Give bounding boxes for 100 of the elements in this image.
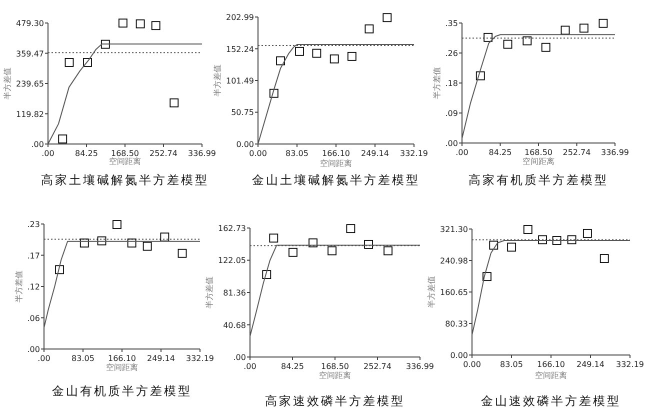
text: 高家有机质半方差模型 xyxy=(468,173,608,187)
point xyxy=(151,21,160,30)
y-tick-label: .12 xyxy=(27,282,40,292)
point xyxy=(580,24,588,33)
point xyxy=(269,88,278,98)
y-tick-label: .09 xyxy=(445,109,458,118)
point xyxy=(347,52,356,61)
x-tick-label: 252.74 xyxy=(150,149,178,158)
point xyxy=(295,46,304,56)
y-tick-label: .00 xyxy=(27,345,40,354)
point xyxy=(489,240,498,250)
y-tick-label: 0.00 xyxy=(236,140,254,149)
text: 高家土壤碱解氮半方差模型 xyxy=(41,173,209,187)
point xyxy=(80,238,89,248)
y-tick-label: 50.75 xyxy=(231,108,254,118)
x-tick-label: 336.99 xyxy=(406,362,434,371)
y-axis-title: 半方差值 xyxy=(205,276,214,308)
x-tick-label: 83.05 xyxy=(72,354,94,363)
y-tick-label: 202.99 xyxy=(226,13,254,22)
x-tick-label: 0.00 xyxy=(249,149,267,158)
y-axis-title: 半方差值 xyxy=(14,270,24,302)
y-tick-label: 152.24 xyxy=(226,44,254,54)
x-tick-label: .00 xyxy=(38,354,50,363)
y-tick-label: .06 xyxy=(27,314,40,323)
text: 金山有机质半方差模型 xyxy=(52,384,192,398)
point xyxy=(507,242,516,252)
point xyxy=(482,272,492,282)
text: 金山速效磷半方差模型 xyxy=(481,394,621,408)
line-series xyxy=(462,34,616,140)
x-axis-title: 空间距离 xyxy=(319,371,351,380)
x-tick-label: 249.14 xyxy=(576,360,604,369)
y-axis-title: 半方差值 xyxy=(213,64,222,96)
x-tick-label: 168.50 xyxy=(524,148,552,157)
point xyxy=(484,32,493,42)
x-tick-label: 332.19 xyxy=(616,360,644,369)
point xyxy=(382,13,392,22)
point xyxy=(269,234,278,243)
point xyxy=(330,54,339,64)
point xyxy=(538,235,547,244)
point xyxy=(136,19,145,28)
x-axis-title: 空间距离 xyxy=(522,157,554,166)
y-tick-label: 119.82 xyxy=(16,110,44,119)
x-tick-label: 252.74 xyxy=(364,362,392,371)
text: 高家速效磷半方差模型 xyxy=(265,394,405,408)
y-tick-label: 80.33 xyxy=(445,320,468,328)
point xyxy=(58,134,68,144)
point xyxy=(55,265,64,274)
point xyxy=(170,98,179,108)
x-tick-label: 166.10 xyxy=(108,354,136,363)
point xyxy=(308,238,318,248)
x-axis-title: 空间距离 xyxy=(320,159,352,168)
x-tick-label: 336.99 xyxy=(188,149,216,158)
point xyxy=(364,240,373,249)
point xyxy=(100,40,110,49)
x-tick-label: 168.50 xyxy=(111,149,139,158)
point xyxy=(83,58,92,67)
point xyxy=(118,18,128,28)
x-axis-title: 空间距离 xyxy=(535,371,567,380)
point xyxy=(541,42,550,52)
y-tick-label: 122.05 xyxy=(218,256,246,266)
y-tick-label: .23 xyxy=(27,220,40,229)
x-tick-label: 166.10 xyxy=(537,360,565,369)
point xyxy=(142,242,152,251)
y-tick-label: 240.98 xyxy=(440,256,468,266)
point xyxy=(567,235,576,244)
point xyxy=(364,24,374,34)
y-axis-title: 半方差值 xyxy=(3,68,12,100)
x-tick-label: 249.14 xyxy=(361,149,389,158)
x-tick-label: 84.25 xyxy=(281,362,304,371)
point xyxy=(312,48,322,58)
y-tick-label: 40.68 xyxy=(223,320,246,330)
x-tick-label: 84.25 xyxy=(75,149,98,158)
point xyxy=(384,246,392,256)
point xyxy=(523,225,532,234)
x-tick-label: 166.10 xyxy=(322,149,350,158)
x-tick-label: 0.00 xyxy=(463,360,481,369)
point xyxy=(127,238,136,248)
point xyxy=(97,236,106,246)
x-axis-title: 空间距离 xyxy=(106,363,138,372)
point xyxy=(522,36,532,46)
y-tick-label: .00 xyxy=(445,139,458,148)
x-axis-title: 空间距离 xyxy=(109,157,141,166)
y-tick-label: 359.47 xyxy=(16,49,44,58)
point xyxy=(112,220,122,229)
point xyxy=(160,232,170,242)
x-tick-label: 84.25 xyxy=(488,148,512,157)
y-tick-label: .35 xyxy=(445,19,458,28)
point xyxy=(178,248,187,258)
point xyxy=(328,246,336,256)
x-tick-label: .00 xyxy=(42,149,54,158)
point xyxy=(552,236,562,245)
x-tick-label: 252.74 xyxy=(562,148,591,157)
y-tick-label: 160.65 xyxy=(440,288,468,297)
text: 金山土壤碱解氮半方差模型 xyxy=(252,173,420,187)
point xyxy=(262,270,272,280)
y-axis-title: 半方差值 xyxy=(432,67,442,99)
point xyxy=(346,224,356,234)
x-tick-label: 249.14 xyxy=(147,354,175,363)
y-tick-label: 479.30 xyxy=(16,19,44,28)
point xyxy=(288,248,298,257)
